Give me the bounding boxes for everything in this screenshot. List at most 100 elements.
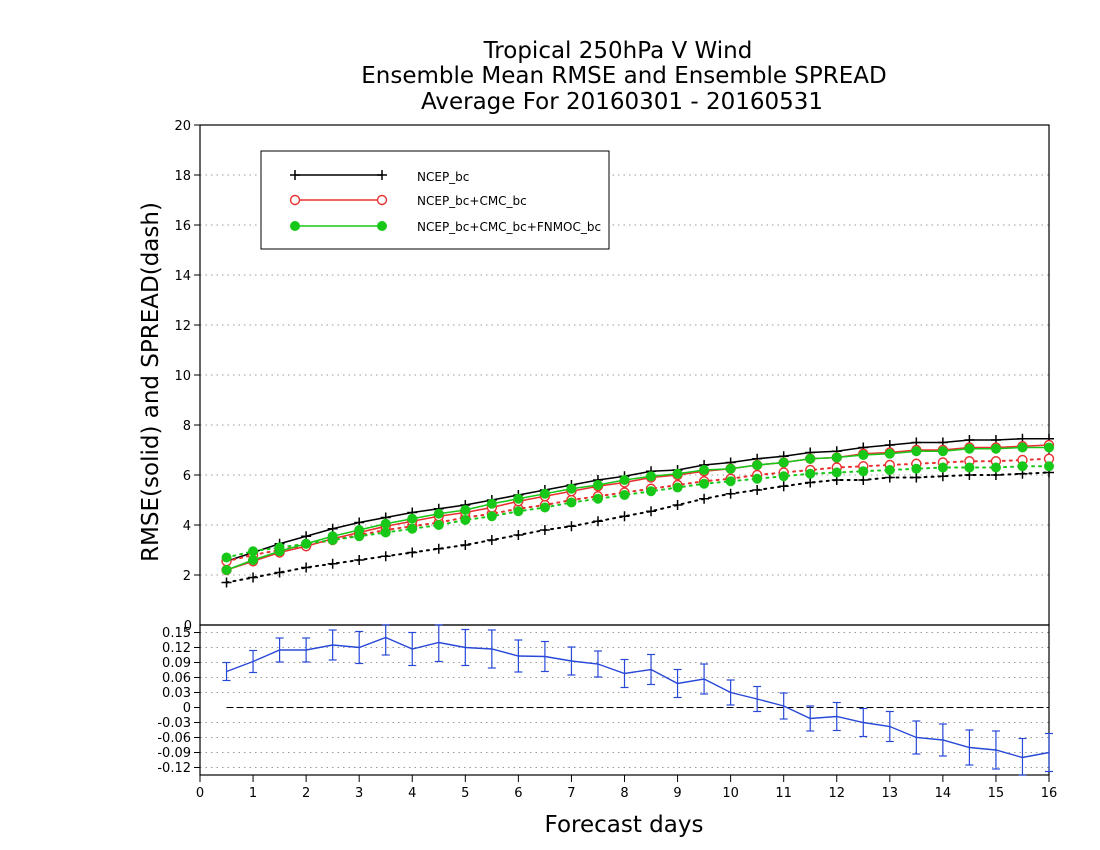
spread-point-ncep-bc-cmc-bc-fnmoc-bc [990, 462, 1001, 473]
error-bar [779, 692, 788, 720]
legend-marker-end [377, 170, 387, 180]
x-tick-label: 13 [882, 786, 899, 801]
rmse-point-ncep-bc-cmc-bc-fnmoc-bc [407, 513, 418, 524]
chart-title: Tropical 250hPa V Wind Ensemble Mean RMS… [361, 38, 886, 115]
x-tick-label: 0 [196, 786, 204, 801]
spread-point-ncep-bc-cmc-bc-fnmoc-bc [699, 478, 710, 489]
error-bar [806, 705, 815, 732]
bottom-y-tick-label: -0.06 [157, 731, 191, 746]
error-bar [859, 707, 868, 738]
top-y-tick-label: 14 [174, 269, 191, 284]
spread-point-ncep-bc-cmc-bc-fnmoc-bc [672, 482, 683, 493]
x-tick-label: 15 [988, 786, 1005, 801]
spread-line-ncep-bc [225, 471, 1050, 584]
spread-point-ncep-bc [327, 558, 338, 569]
spread-point-ncep-bc-cmc-bc-fnmoc-bc [778, 471, 789, 482]
spread-point-ncep-bc-cmc-bc-fnmoc-bc [460, 515, 471, 525]
spread-point-ncep-bc-cmc-bc-fnmoc-bc [619, 490, 630, 500]
legend-marker-start [290, 221, 300, 231]
difference-line [226, 636, 1050, 759]
bottom-y-tick-label: 0.15 [162, 626, 191, 641]
rmse-point-ncep-bc-cmc-bc-fnmoc-bc [646, 471, 657, 482]
top-panel-series [221, 433, 1055, 588]
rmse-point-ncep-bc-cmc-bc-fnmoc-bc [274, 546, 285, 557]
spread-point-ncep-bc-cmc-bc-fnmoc-bc [911, 463, 922, 474]
x-tick-label: 5 [461, 786, 469, 801]
spread-point-ncep-bc [248, 572, 259, 583]
rmse-point-ncep-bc-cmc-bc-fnmoc-bc [354, 525, 365, 535]
chart-title-line-2: Ensemble Mean RMSE and Ensemble SPREAD [361, 63, 886, 89]
spread-point-ncep-bc-cmc-bc-fnmoc-bc [805, 468, 816, 479]
spread-point-ncep-bc [486, 535, 497, 545]
spread-point-ncep-bc [221, 577, 232, 588]
top-y-tick-label: 6 [183, 469, 191, 484]
spread-point-ncep-bc [672, 500, 683, 510]
x-tick-label: 12 [828, 786, 845, 801]
spread-point-ncep-bc [699, 493, 710, 504]
spread-point-ncep-bc-cmc-bc-fnmoc-bc [513, 506, 524, 517]
spread-point-ncep-bc [433, 543, 444, 554]
bottom-y-tick-label: 0.06 [162, 671, 191, 686]
spread-point-ncep-bc [592, 516, 603, 527]
bottom-y-tick-label: 0.12 [162, 641, 191, 656]
rmse-point-ncep-bc-cmc-bc-fnmoc-bc [805, 453, 816, 464]
spread-point-ncep-bc-cmc-bc-fnmoc-bc [486, 511, 497, 522]
legend-marker-start [289, 194, 301, 206]
spread-point-ncep-bc-cmc-bc-fnmoc-bc [592, 493, 603, 504]
rmse-line-ncep-bc [226, 437, 1049, 563]
bottom-panel-series [222, 624, 1053, 776]
legend-items [289, 170, 388, 231]
top-y-tick-label: 16 [174, 219, 191, 234]
error-bar [328, 629, 337, 661]
top-panel-y-axis: 2 4 6 8 10 12 14 16 18 20 [174, 119, 200, 584]
x-tick-label: 2 [302, 786, 310, 801]
spread-point-ncep-bc-cmc-bc-fnmoc-bc [248, 546, 259, 557]
rmse-point-ncep-bc-cmc-bc-fnmoc-bc [592, 480, 603, 490]
x-tick-label: 6 [514, 786, 522, 801]
rmse-point-ncep-bc-cmc-bc-fnmoc-bc [221, 565, 232, 575]
rmse-point-ncep-bc-cmc-bc-fnmoc-bc [539, 488, 550, 499]
rmse-point-ncep-bc-cmc-bc-fnmoc-bc [831, 452, 842, 463]
rmse-point-ncep-bc-cmc-bc-fnmoc-bc [619, 475, 630, 485]
spread-point-ncep-bc [619, 511, 630, 522]
error-bar [647, 653, 656, 686]
error-bar [567, 646, 576, 676]
error-bar [222, 661, 231, 682]
rmse-point-ncep-bc-cmc-bc-fnmoc-bc [1044, 442, 1054, 453]
x-axis-title: Forecast days [545, 812, 704, 838]
error-bar [938, 723, 947, 757]
top-y-tick-label: 18 [174, 169, 191, 184]
rmse-point-ncep-bc-cmc-bc-fnmoc-bc [911, 446, 922, 457]
error-bar [514, 639, 523, 673]
spread-point-ncep-bc [646, 506, 657, 517]
legend-marker-start [290, 170, 300, 180]
x-tick-label: 16 [1041, 786, 1058, 801]
rmse-point-ncep-bc-cmc-bc-fnmoc-bc [725, 463, 736, 474]
x-tick-label: 3 [355, 786, 363, 801]
error-bar [593, 650, 602, 678]
error-bar [302, 637, 311, 663]
error-bar [355, 630, 364, 665]
rmse-point-ncep-bc-cmc-bc-fnmoc-bc [513, 493, 524, 504]
legend-label-ncep-bc: NCEP_bc [417, 170, 469, 184]
spread-point-ncep-bc-cmc-bc-fnmoc-bc [221, 552, 232, 563]
error-bar [408, 631, 417, 667]
spread-point-ncep-bc [513, 530, 524, 540]
spread-point-ncep-bc [354, 555, 365, 565]
spread-point-ncep-bc [725, 488, 736, 499]
chart-title-line-1: Tropical 250hPa V Wind [483, 38, 753, 64]
spread-point-ncep-bc [539, 525, 550, 535]
rmse-point-ncep-bc-cmc-bc-fnmoc-bc [1017, 442, 1028, 453]
spread-point-ncep-bc-cmc-bc-fnmoc-bc [380, 527, 391, 538]
bottom-panel-grid [200, 632, 1049, 768]
top-y-tick-label: 2 [183, 569, 191, 584]
rmse-point-ncep-bc-cmc-bc-fnmoc-bc [301, 538, 312, 549]
rmse-point-ncep-bc-cmc-bc-fnmoc-bc [460, 505, 471, 515]
spread-point-ncep-bc [301, 562, 312, 573]
spread-point-ncep-bc-cmc-bc-fnmoc-bc [937, 462, 948, 473]
legend-label-ncep-bc-cmc-bc-fnmoc-bc: NCEP_bc+CMC_bc+FNMOC_bc [417, 220, 601, 234]
error-bar [965, 729, 974, 766]
x-tick-label: 11 [775, 786, 792, 801]
error-bar [885, 710, 894, 743]
